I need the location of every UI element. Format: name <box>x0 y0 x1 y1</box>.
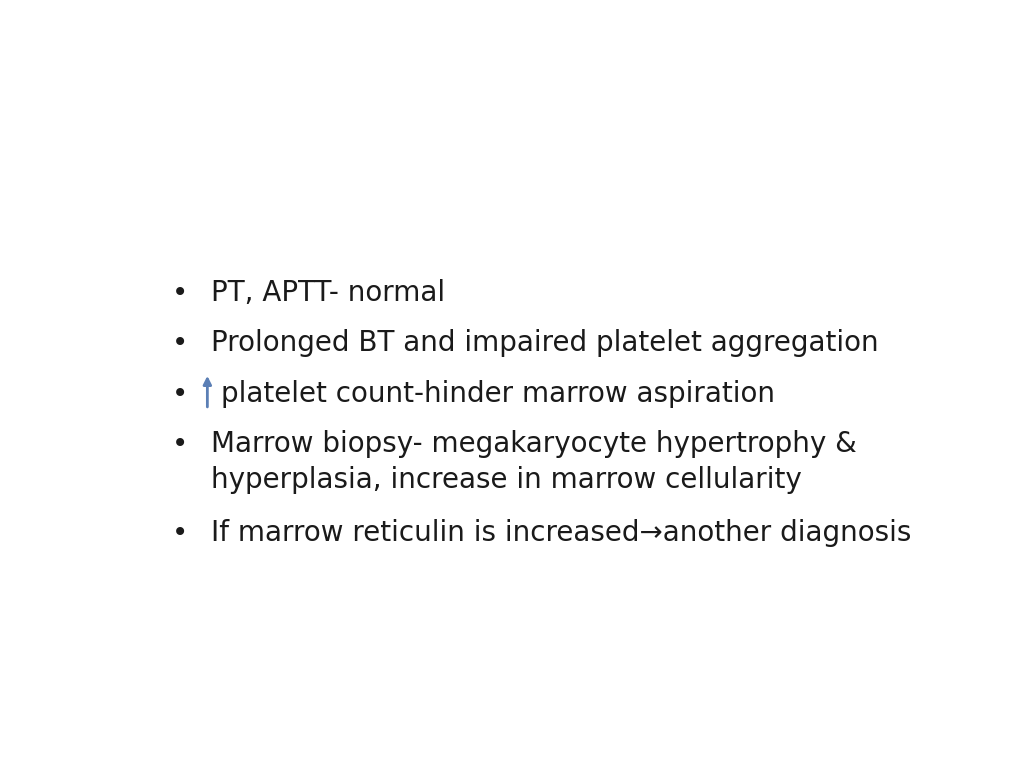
Text: •: • <box>171 518 187 547</box>
Text: •: • <box>171 280 187 307</box>
Text: hyperplasia, increase in marrow cellularity: hyperplasia, increase in marrow cellular… <box>211 465 802 494</box>
Text: •: • <box>171 379 187 408</box>
Text: Prolonged BT and impaired platelet aggregation: Prolonged BT and impaired platelet aggre… <box>211 329 879 357</box>
Text: If marrow reticulin is increased→another diagnosis: If marrow reticulin is increased→another… <box>211 518 911 547</box>
Text: •: • <box>171 329 187 357</box>
Text: PT, APTT- normal: PT, APTT- normal <box>211 280 445 307</box>
Text: •: • <box>171 430 187 458</box>
Text: platelet count-hinder marrow aspiration: platelet count-hinder marrow aspiration <box>221 379 775 408</box>
Text: Marrow biopsy- megakaryocyte hypertrophy &: Marrow biopsy- megakaryocyte hypertrophy… <box>211 430 857 458</box>
